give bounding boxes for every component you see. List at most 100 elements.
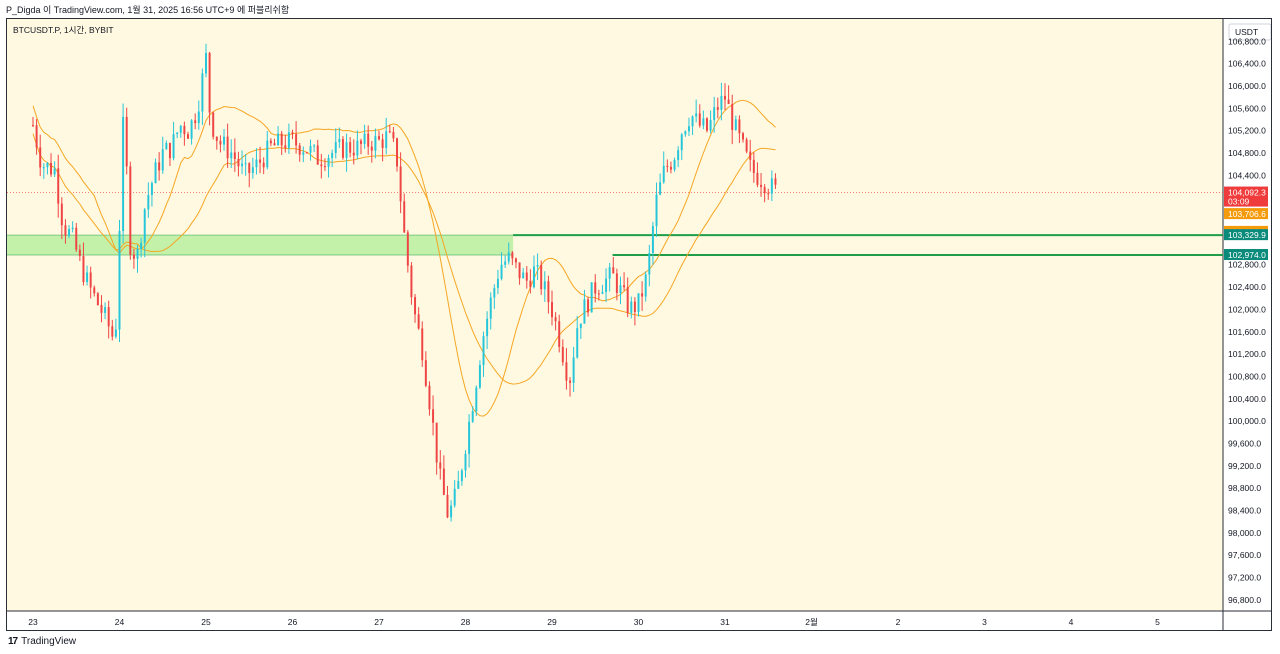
candle-body [42, 167, 45, 169]
candle [724, 83, 726, 111]
candle [478, 360, 481, 390]
candle [597, 289, 600, 301]
candle-body [684, 131, 687, 135]
candle [482, 331, 485, 377]
candle [471, 406, 474, 423]
x-tick-label: 23 [28, 617, 38, 627]
candle-body [666, 165, 669, 167]
candle [720, 82, 723, 121]
candle-body [569, 380, 572, 383]
candle [269, 138, 272, 147]
candle [637, 293, 640, 317]
candle-body [118, 231, 121, 330]
ma-line-lower [32, 133, 776, 385]
candle [594, 274, 597, 303]
candle-body [313, 145, 316, 147]
candle [277, 126, 280, 146]
y-tick-label: 96,800.0 [1228, 595, 1261, 605]
symbol-label: BTCUSDT.P, 1시간, BYBIT [13, 25, 114, 35]
candle [716, 97, 719, 119]
candle-body [734, 119, 737, 130]
candle-body [403, 201, 406, 233]
chart-frame[interactable]: BTCUSDT.P, 1시간, BYBIT USDT 106,800.0 106,40… [6, 18, 1272, 631]
candle [460, 468, 463, 486]
candle-body [561, 346, 564, 363]
candle-body [475, 387, 478, 412]
candle [576, 315, 579, 359]
candle-body [100, 304, 103, 313]
candle-body [53, 168, 56, 175]
candle [392, 126, 395, 142]
candle [82, 242, 85, 286]
candle [100, 295, 103, 323]
candle-body [338, 139, 341, 143]
y-tick-label: 100,800.0 [1228, 371, 1266, 381]
candle [172, 121, 175, 161]
candle [35, 118, 38, 155]
candle-body [695, 113, 698, 117]
candle [385, 117, 388, 155]
candle [341, 136, 344, 160]
candle-body [197, 111, 200, 124]
candle [547, 275, 550, 314]
candle [212, 111, 215, 140]
candle-body [489, 297, 492, 319]
candle-body [154, 162, 157, 184]
candle-body [226, 136, 229, 159]
candle [644, 271, 647, 302]
candle [223, 129, 226, 151]
candle-body [107, 307, 110, 327]
candle [255, 148, 258, 175]
currency-label: USDT [1235, 27, 1258, 37]
candle [302, 146, 305, 163]
candle [529, 269, 532, 294]
candle-body [705, 118, 708, 131]
candle [504, 255, 507, 268]
x-tick-label: 2월 [805, 617, 818, 627]
time-axis-panel [7, 611, 1271, 630]
candle-body [547, 281, 550, 303]
candle [421, 321, 424, 367]
candle [352, 139, 355, 165]
candle-body [450, 505, 453, 518]
candle [57, 154, 60, 218]
candle-body [752, 159, 755, 173]
candle-body [428, 385, 431, 410]
candle-body [172, 134, 175, 159]
candle-body [201, 73, 204, 112]
candle-body [212, 112, 215, 137]
candle-body [370, 146, 373, 151]
candle-body [96, 293, 99, 305]
candle-body [583, 299, 586, 324]
candle [374, 128, 377, 159]
candle [745, 137, 748, 154]
candle-body [46, 162, 49, 168]
candle-body [770, 178, 773, 194]
candle [53, 161, 56, 178]
candle [543, 271, 546, 302]
candle-body [738, 119, 741, 134]
candle [183, 121, 186, 146]
x-tick-label: 25 [201, 617, 211, 627]
candle [345, 133, 348, 172]
candle [666, 159, 669, 173]
candle [370, 140, 373, 163]
candle-body [82, 256, 85, 283]
candle-body [39, 147, 42, 168]
candle-body [673, 160, 676, 170]
candle-body [385, 131, 388, 148]
candle-body [619, 285, 622, 293]
candle [96, 291, 99, 306]
candle [176, 131, 179, 139]
x-tick-label: 30 [634, 617, 644, 627]
y-tick-label: 104,800.0 [1228, 148, 1266, 158]
candle [518, 262, 521, 285]
candle [331, 149, 334, 168]
candle [659, 173, 662, 196]
candle-body [262, 162, 265, 168]
candle [450, 500, 453, 522]
candle-body [334, 142, 337, 153]
price-tag-bg [1224, 249, 1268, 261]
candle-body [432, 409, 435, 423]
